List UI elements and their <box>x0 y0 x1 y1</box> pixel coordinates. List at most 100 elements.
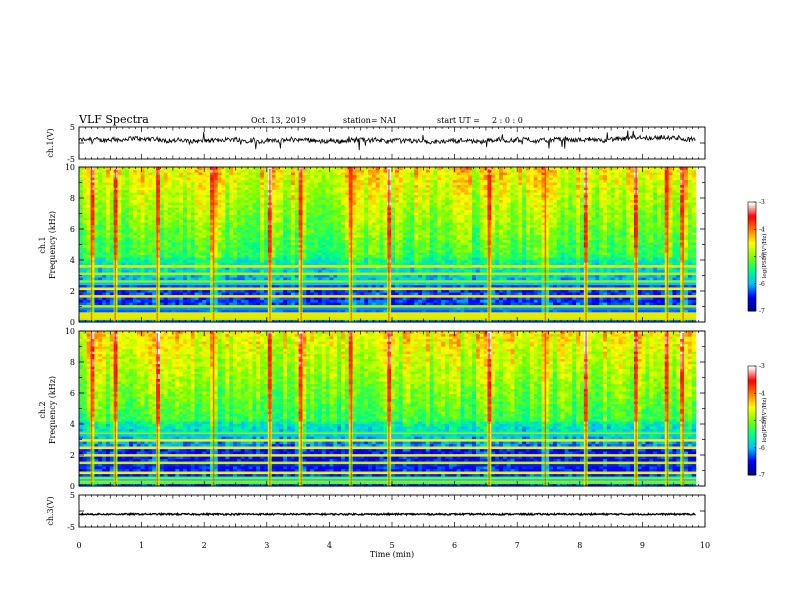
spectrogram-cell <box>125 249 130 253</box>
spectrogram-cell <box>314 199 319 203</box>
spectrogram-cell <box>337 214 342 218</box>
spectrogram-cell <box>175 252 180 256</box>
spectrogram-cell <box>333 187 338 191</box>
spectrogram-cell <box>344 299 350 303</box>
spectrogram-cell <box>352 289 358 293</box>
spectrogram-cell <box>237 212 242 216</box>
spectrogram-cell <box>102 194 107 198</box>
spectrogram-cell <box>79 299 84 303</box>
spectrogram-cell <box>86 197 92 201</box>
spectrogram-cell <box>279 312 284 316</box>
spectrogram-cell <box>109 199 115 203</box>
spectrogram-cell <box>344 267 350 271</box>
spectrogram-cell <box>136 289 142 293</box>
spectrogram-cell <box>213 259 219 263</box>
spectrogram-cell <box>294 199 300 203</box>
spectrogram-cell <box>240 179 246 183</box>
spectrogram-cell <box>329 262 334 266</box>
spectrogram-cell <box>290 257 296 261</box>
spectrogram-cell <box>94 309 99 313</box>
spectrogram-cell <box>314 214 319 218</box>
spectrogram-cell <box>163 242 169 246</box>
spectrogram-cell <box>260 307 265 311</box>
spectrogram-cell <box>271 239 277 243</box>
spectrogram-cell <box>190 227 196 231</box>
spectrogram-cell <box>244 217 250 221</box>
spectrogram-cell <box>256 309 261 313</box>
spectrogram-cell <box>237 299 242 303</box>
spectrogram-cell <box>279 207 284 211</box>
spectrogram-cell <box>279 197 284 201</box>
spectrogram-cell <box>98 207 103 211</box>
spectrogram-cell <box>183 244 188 248</box>
spectrogram-cell <box>306 232 311 236</box>
spectrogram-cell <box>217 259 223 263</box>
spectrogram-cell <box>221 237 227 241</box>
spectrogram-cell <box>163 227 169 231</box>
spectrogram-cell <box>167 199 173 203</box>
spectrogram-cell <box>221 267 227 271</box>
spectrogram-cell <box>263 222 269 226</box>
spectrogram-cell <box>210 207 215 211</box>
spectrogram-cell <box>244 262 250 266</box>
spectrogram-cell <box>302 254 307 258</box>
spectrogram-cell <box>256 249 261 253</box>
spectrogram-cell <box>287 307 292 311</box>
spectrogram-cell <box>310 299 315 303</box>
spectrogram-cell <box>86 214 92 218</box>
spectrogram-cell <box>152 282 157 286</box>
spectrogram-cell <box>163 187 169 191</box>
spectrogram-cell <box>333 259 338 263</box>
spectrogram-cell <box>198 249 203 253</box>
spectrogram-cell <box>344 197 350 201</box>
spectrogram-cell <box>206 244 211 248</box>
spectrogram-cell <box>132 249 138 253</box>
spectrogram-cell <box>167 209 173 213</box>
spectrogram-cell <box>263 197 269 201</box>
spectrogram-cell <box>287 179 292 183</box>
spectrogram-cell <box>356 307 361 311</box>
spectrogram-cell <box>198 312 203 316</box>
spectrogram-cell <box>368 319 373 323</box>
spectrogram-cell <box>213 187 219 191</box>
spectrogram-cell <box>82 302 88 306</box>
spectrogram-cell <box>217 184 223 188</box>
spectrogram-cell <box>105 299 111 303</box>
spectrogram-cell <box>244 199 250 203</box>
spectrogram-cell <box>148 174 153 178</box>
spectrogram-cell <box>86 252 92 256</box>
spectrogram-cell <box>360 212 365 216</box>
spectrogram-cell <box>252 169 257 173</box>
spectrogram-cell <box>148 302 153 306</box>
spectrogram-cell <box>129 224 134 228</box>
spectrogram-cell <box>356 257 361 261</box>
spectrogram-cell <box>337 197 342 201</box>
spectrogram-cell <box>333 217 338 221</box>
spectrogram-cell <box>221 279 227 283</box>
spectrogram-cell <box>175 244 180 248</box>
spectrogram-cell <box>90 169 96 173</box>
spectrogram-cell <box>140 194 146 198</box>
spectrogram-cell <box>302 244 307 248</box>
spectrogram-cell <box>317 244 323 248</box>
spectrogram-cell <box>225 244 230 248</box>
spectrogram-cell <box>325 282 331 286</box>
spectrogram-cell <box>271 247 277 251</box>
spectrogram-cell <box>179 167 184 171</box>
spectrogram-cell <box>206 174 211 178</box>
spectrogram-cell <box>229 194 234 198</box>
spectrogram-cell <box>186 254 192 258</box>
spectrogram-cell <box>368 189 373 193</box>
spectrogram-cell <box>194 212 200 216</box>
spectrogram-cell <box>117 169 122 173</box>
spectrogram-cell <box>129 232 134 236</box>
spectrogram-cell <box>102 192 107 196</box>
spectrogram-cell <box>171 167 176 171</box>
spectrogram-cell <box>148 187 153 191</box>
spectrogram-cell <box>121 274 126 278</box>
spectrogram-cell <box>352 307 358 311</box>
spectrogram-cell <box>156 222 161 226</box>
spectrogram-cell <box>252 194 257 198</box>
spectrogram-cell <box>371 292 377 296</box>
spectrogram-cell <box>132 287 138 291</box>
